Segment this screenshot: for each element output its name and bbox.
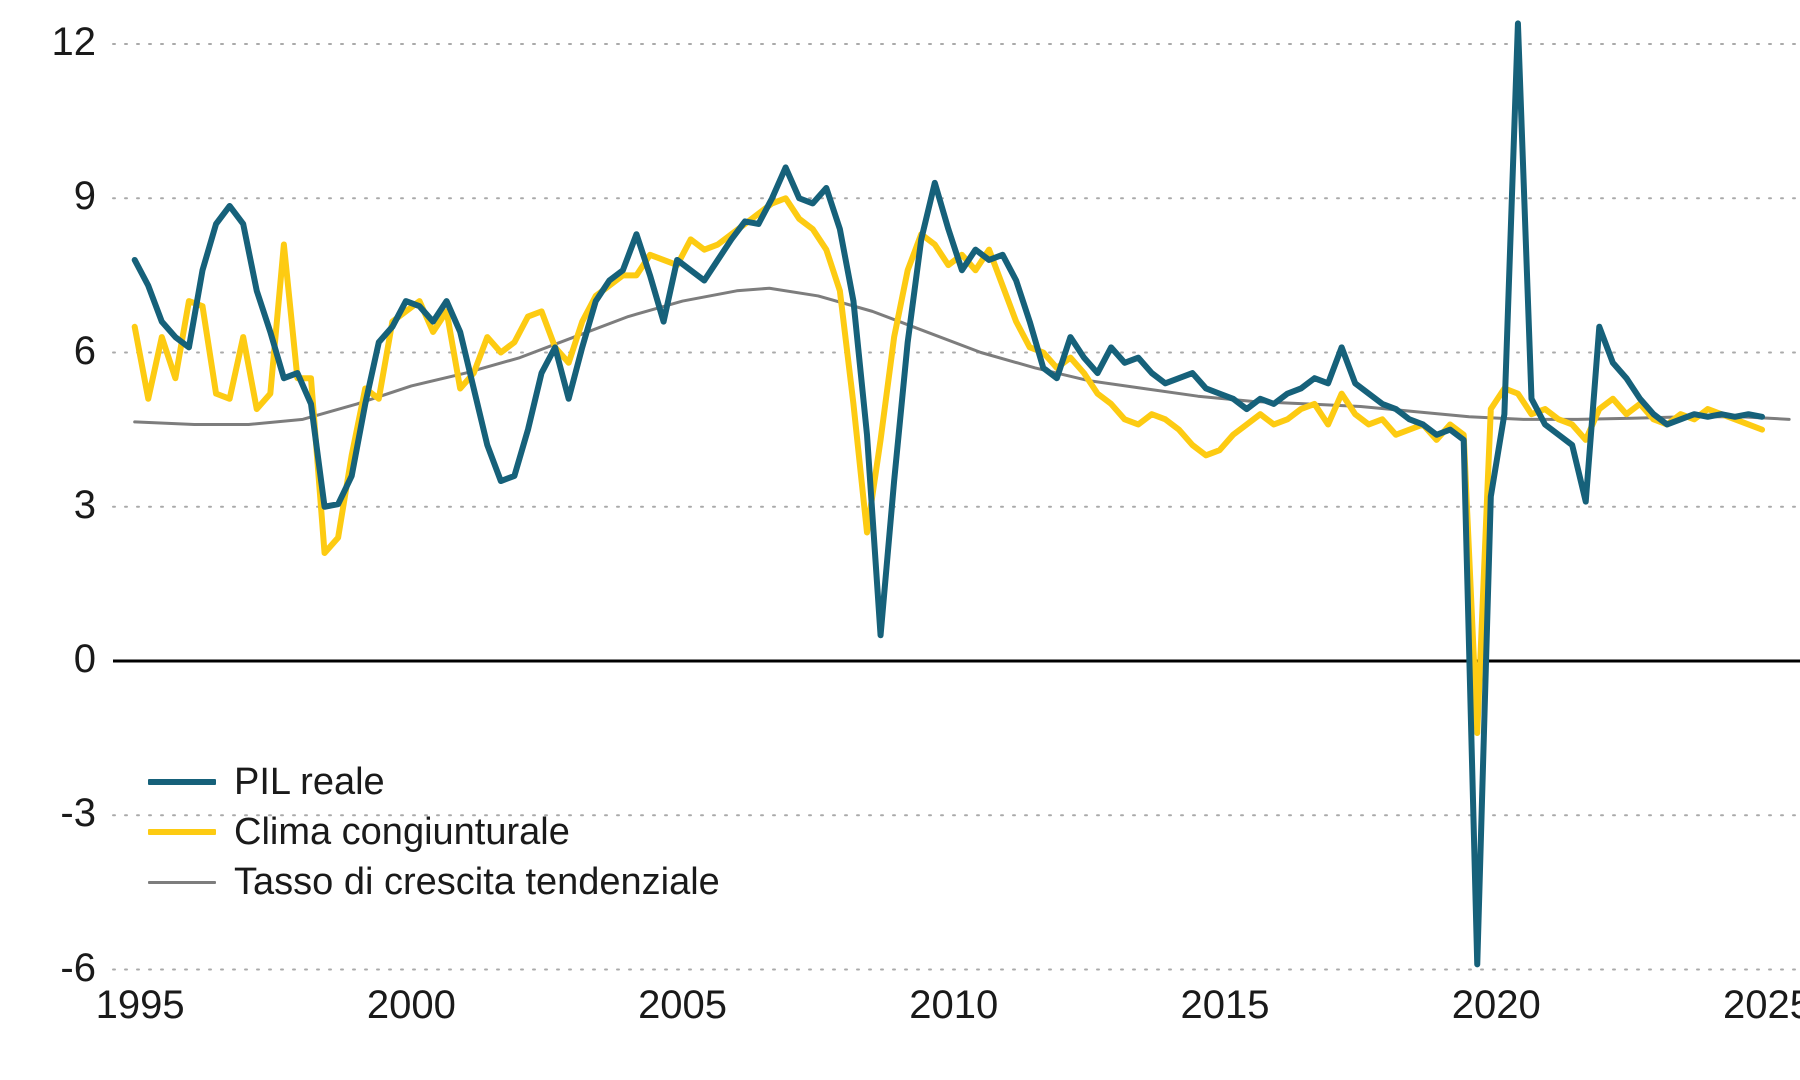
y-axis-tick-label: 12 [51, 20, 97, 64]
legend-item[interactable]: PIL reale [148, 758, 720, 806]
x-axis-tick-label: 1995 [95, 983, 185, 1027]
legend-item-label: Clima congiunturale [234, 811, 570, 853]
legend-color-swatch [148, 829, 216, 835]
legend-item[interactable]: Clima congiunturale [148, 808, 720, 856]
chart-legend: PIL reale Clima congiunturale Tasso di cre… [148, 758, 720, 908]
y-axis-tick-label: -6 [60, 945, 96, 990]
x-axis-tick-label: 2025 [1722, 983, 1800, 1027]
series-tasso-tendenziale [133, 286, 1791, 426]
x-axis-tick-label: 2020 [1451, 983, 1541, 1027]
y-axis-tick-label: 3 [73, 482, 96, 527]
x-axis-tick-label: 2010 [909, 983, 999, 1027]
x-axis-tick-label: 2000 [366, 983, 456, 1027]
y-axis-tick-label: 0 [73, 637, 96, 681]
x-axis-tick-label: 2015 [1180, 983, 1270, 1027]
legend-item[interactable]: Tasso di crescita tendenziale [148, 858, 720, 906]
y-axis-tick-label: 6 [73, 328, 96, 373]
legend-color-swatch [148, 880, 216, 884]
series-pil-reale [131, 20, 1766, 968]
legend-item-label: PIL reale [234, 761, 385, 803]
y-axis-tick-label: -3 [60, 791, 96, 836]
legend-color-swatch [148, 779, 216, 785]
y-axis-tick-label: 9 [73, 174, 96, 219]
series-clima-congiunturale [131, 195, 1766, 736]
x-axis-tick-label: 2005 [638, 983, 728, 1027]
legend-item-label: Tasso di crescita tendenziale [234, 861, 720, 903]
